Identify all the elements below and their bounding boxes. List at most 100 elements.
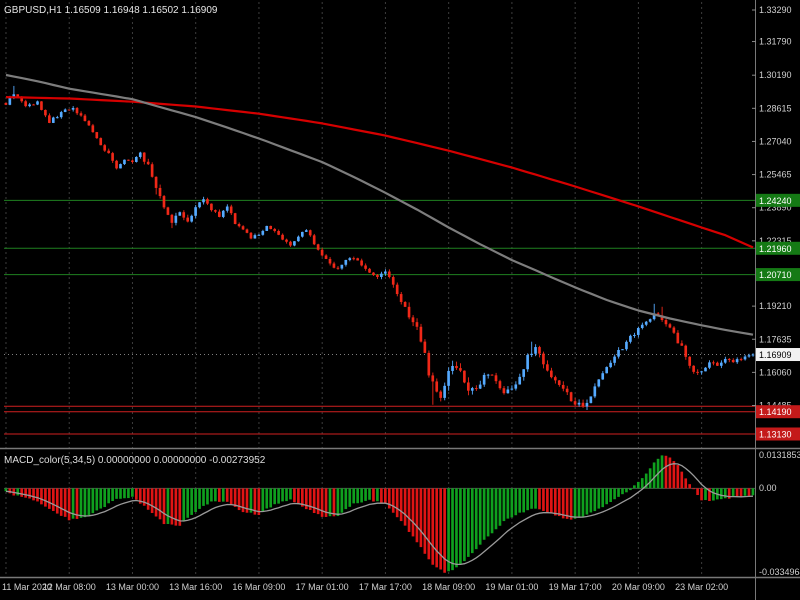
candle-body xyxy=(443,385,446,398)
macd-histogram-bar xyxy=(158,488,162,520)
candle-body xyxy=(63,109,67,113)
candle-body xyxy=(700,371,703,373)
candle-body xyxy=(332,263,336,268)
candle-body xyxy=(534,347,537,354)
macd-histogram-bar xyxy=(510,488,514,518)
candle-body xyxy=(494,375,498,382)
macd-signal-line xyxy=(5,463,754,566)
macd-histogram-bar xyxy=(138,488,142,504)
macd-histogram-bar xyxy=(194,488,197,513)
macd-histogram-bar xyxy=(154,488,158,517)
macd-histogram-bar xyxy=(380,488,383,504)
time-axis-label: 11 Mar 2020 xyxy=(2,582,52,592)
candle-body xyxy=(348,258,352,260)
candle-body xyxy=(158,187,162,197)
macd-histogram-bar xyxy=(534,488,537,509)
candle-body xyxy=(399,294,403,302)
macd-histogram-bar xyxy=(32,488,35,501)
macd-histogram-bar xyxy=(316,488,320,515)
price-level-badge xyxy=(756,427,800,441)
macd-histogram-bar xyxy=(731,488,735,497)
moving-averages xyxy=(5,73,754,336)
candle-body xyxy=(253,235,257,239)
candle-body xyxy=(245,229,249,233)
candle-body xyxy=(486,374,490,376)
candle-body xyxy=(138,152,142,157)
macd-histogram-bar xyxy=(589,488,593,513)
macd-histogram-bar xyxy=(435,488,439,568)
candle-body xyxy=(403,301,407,307)
candle-body xyxy=(277,230,280,235)
candle-body xyxy=(344,259,348,265)
macd-histogram-bar xyxy=(221,488,225,502)
macd-axis-max: 0.0131853 xyxy=(759,450,800,460)
candle-body xyxy=(747,355,751,357)
candle-body xyxy=(257,234,261,236)
candle-body xyxy=(407,306,411,318)
macd-histogram-bar xyxy=(364,488,367,501)
candle-body xyxy=(530,353,533,356)
candle-body xyxy=(51,117,55,123)
candle-body xyxy=(174,215,178,223)
macd-histogram-bar xyxy=(664,455,668,489)
candle-body xyxy=(336,267,340,269)
price-axis-label: 1.28615 xyxy=(759,103,792,113)
macd-histogram-bar xyxy=(320,488,324,517)
candle-body xyxy=(546,364,549,371)
candle-body xyxy=(324,255,328,259)
macd-histogram-bar xyxy=(336,488,340,517)
macd-histogram-bar xyxy=(40,488,43,505)
candle-body xyxy=(368,268,371,273)
macd-histogram-bar xyxy=(490,488,494,534)
candle-body xyxy=(99,138,103,146)
candle-body xyxy=(636,328,640,335)
price-axis-label: 1.23890 xyxy=(759,203,792,213)
macd-histogram-bar xyxy=(261,488,265,512)
candle-body xyxy=(91,125,95,133)
candle-body xyxy=(28,104,31,107)
macd-histogram-bar xyxy=(28,488,31,499)
time-axis-label: 13 Mar 00:00 xyxy=(106,582,159,592)
macd-histogram-bar xyxy=(87,488,91,516)
macd-histogram-bar xyxy=(680,471,684,489)
candle-body xyxy=(478,384,482,389)
macd-histogram-bar xyxy=(708,488,711,502)
candle-body xyxy=(111,153,114,161)
price-level-badge xyxy=(756,268,800,282)
macd-histogram-bar xyxy=(20,488,24,497)
candle-body xyxy=(249,232,253,239)
candle-body xyxy=(214,210,217,212)
candle-body xyxy=(297,236,300,242)
macd-histogram-bar xyxy=(443,488,446,573)
candle-body xyxy=(538,347,541,354)
candle-body xyxy=(391,277,395,285)
candle-body xyxy=(439,391,442,398)
candle-body xyxy=(680,343,684,346)
candle-body xyxy=(561,384,565,389)
macd-histogram-bar xyxy=(71,488,75,519)
candle-body xyxy=(589,396,593,403)
time-axis-label: 13 Mar 16:00 xyxy=(169,582,222,592)
macd-histogram-bar xyxy=(186,488,190,518)
candle-body xyxy=(411,317,415,323)
macd-histogram-bar xyxy=(332,488,336,517)
candle-body xyxy=(269,225,273,230)
price-badge-label: 1.13130 xyxy=(759,430,792,440)
fast-ma-line xyxy=(5,73,754,336)
price-badge-label: 1.16909 xyxy=(759,350,792,360)
macd-histogram-bar xyxy=(356,488,359,504)
candle-body xyxy=(107,150,110,154)
candle-body xyxy=(170,214,174,223)
macd-histogram-bar xyxy=(103,488,107,508)
macd-histogram-bar xyxy=(241,488,245,513)
macd-histogram-bar xyxy=(178,488,182,526)
candle-body xyxy=(352,258,356,260)
candle-body xyxy=(154,176,158,188)
candle-body xyxy=(743,356,747,360)
candle-body xyxy=(356,258,359,261)
macd-histogram-bar xyxy=(348,488,352,507)
macd-histogram-bar xyxy=(431,488,435,565)
macd-histogram-bar xyxy=(146,488,150,510)
macd-histogram-bar xyxy=(625,488,628,493)
